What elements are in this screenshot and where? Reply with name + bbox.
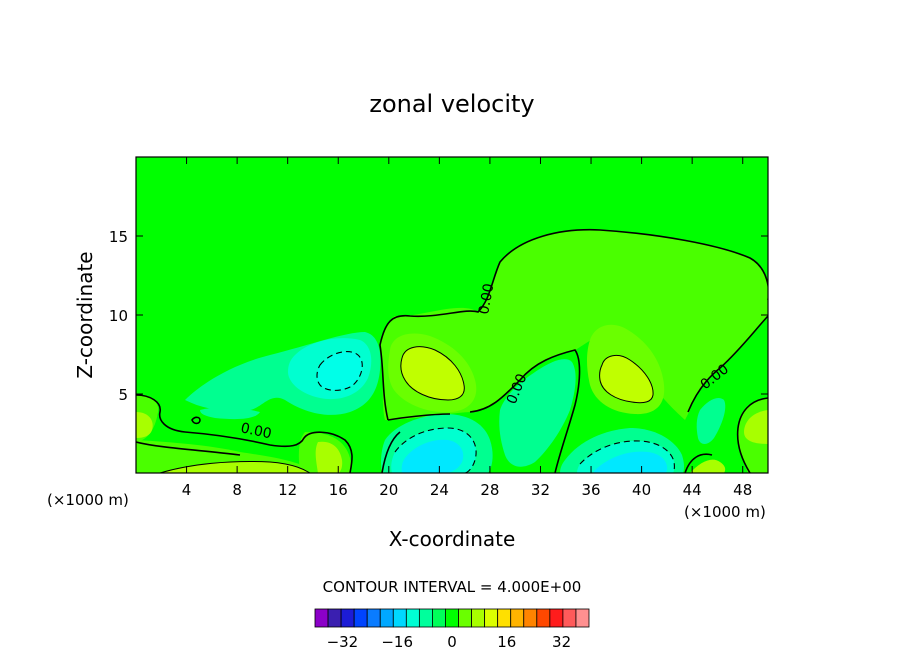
x-tick-label: 16 xyxy=(329,481,348,499)
region-positive-band-bottom xyxy=(160,461,310,473)
region-positive-bottom-right xyxy=(690,459,726,473)
neg-region-left-lower xyxy=(200,407,260,420)
x-tick-label: 32 xyxy=(531,481,550,499)
max-core-x38-inner xyxy=(599,355,654,403)
colorbar-swatch xyxy=(405,608,420,628)
colorbar-swatch xyxy=(497,608,512,628)
x-tick-label: 4 xyxy=(182,481,192,499)
contour-interval-text: CONTOUR INTERVAL = 4.000E+00 xyxy=(323,578,582,596)
contour-label-zero-1: 0.00 xyxy=(239,420,273,442)
zero-contour-bottom-right xyxy=(684,453,713,473)
y-axis: 5 10 15 xyxy=(109,228,768,404)
colorbar-swatch xyxy=(471,608,486,628)
zero-contour-small-loop xyxy=(191,416,201,425)
region-positive-right-edge xyxy=(744,410,768,444)
positive-contour-x38 xyxy=(599,354,654,404)
min-core-x24 xyxy=(401,439,464,473)
colorbar-swatch xyxy=(536,608,551,628)
min-core-x40 xyxy=(593,451,668,473)
zero-contours xyxy=(136,228,768,473)
x-tick-label: 44 xyxy=(683,481,702,499)
positive-contour-x23 xyxy=(400,346,465,401)
y-tick-label: 5 xyxy=(118,386,128,404)
plot-area: 0.00 0.00 0.00 0.00 xyxy=(136,157,768,473)
colorbar-swatch xyxy=(353,608,368,628)
negative-contour-x40 xyxy=(579,440,675,473)
negative-contour-x16 xyxy=(316,351,363,391)
colorbar-swatch xyxy=(562,608,577,628)
negative-contour-x24 xyxy=(394,427,477,473)
y-tick-label: 15 xyxy=(109,228,128,246)
x-tick-label: 12 xyxy=(278,481,297,499)
zero-contour-lower-left xyxy=(136,394,353,473)
colorbar-swatch xyxy=(510,608,525,628)
region-weak-positive-upper xyxy=(380,229,768,420)
colorbar-swatch xyxy=(327,608,342,628)
region-positive-left-edge xyxy=(136,412,153,438)
zero-contour-right-lower xyxy=(736,397,768,473)
chart-title: zonal velocity xyxy=(369,90,534,118)
colorbar-tick-label: 0 xyxy=(447,633,457,651)
positive-contour-bottom xyxy=(159,460,311,473)
colorbar-swatch xyxy=(549,608,564,628)
x-tick-label: 36 xyxy=(581,481,600,499)
zero-contour-center-left xyxy=(381,413,451,473)
min-core-x16 xyxy=(317,351,363,391)
colorbar-swatch xyxy=(432,608,446,628)
colorbar-tick-label: −16 xyxy=(381,633,413,651)
zero-contour-center xyxy=(469,349,581,473)
colorbar-swatch xyxy=(392,608,407,628)
y-tick-label: 10 xyxy=(109,307,128,325)
x-axis: 4 8 12 16 20 24 28 32 36 40 44 48 xyxy=(182,157,752,499)
zero-contour-upper xyxy=(379,228,768,421)
colorbar-swatch xyxy=(418,608,433,628)
colorbar: −32 −16 0 16 32 xyxy=(314,608,590,651)
x-tick-label: 24 xyxy=(430,481,449,499)
colorbar-tick-label: 16 xyxy=(497,633,516,651)
colorbar-swatch xyxy=(314,608,329,628)
colorbar-tick-label: 32 xyxy=(552,633,571,651)
colorbar-swatch xyxy=(575,608,590,628)
colorbar-tick-label: −32 xyxy=(327,633,359,651)
colorbar-swatch xyxy=(379,608,394,628)
neg-region-x45 xyxy=(696,398,726,444)
colorbar-swatch xyxy=(366,608,381,628)
x-tick-label: 28 xyxy=(480,481,499,499)
region-positive-center-bottom xyxy=(315,441,343,473)
colorbar-swatch xyxy=(484,608,499,628)
positive-contours xyxy=(159,346,654,473)
x-tick-label: 8 xyxy=(232,481,242,499)
colorbar-swatch xyxy=(458,608,472,628)
x-unit-label-left: (×1000 m) xyxy=(47,491,129,509)
x-tick-label: 48 xyxy=(733,481,752,499)
colorbar-swatch xyxy=(523,608,538,628)
x-tick-label: 20 xyxy=(379,481,398,499)
neg-region-right-column xyxy=(499,359,576,467)
x-axis-label: X-coordinate xyxy=(389,527,516,551)
x-tick-label: 40 xyxy=(632,481,651,499)
colorbar-swatch xyxy=(340,608,355,628)
colorbar-swatch xyxy=(445,608,459,628)
zero-contour-left-bottom xyxy=(136,441,241,456)
max-core-x23-inner xyxy=(400,346,465,400)
y-axis-label: Z-coordinate xyxy=(73,251,97,378)
contour-label-zero-2: 0.00 xyxy=(476,282,497,315)
negative-contours xyxy=(316,351,675,473)
x-unit-label-right: (×1000 m) xyxy=(684,503,766,521)
